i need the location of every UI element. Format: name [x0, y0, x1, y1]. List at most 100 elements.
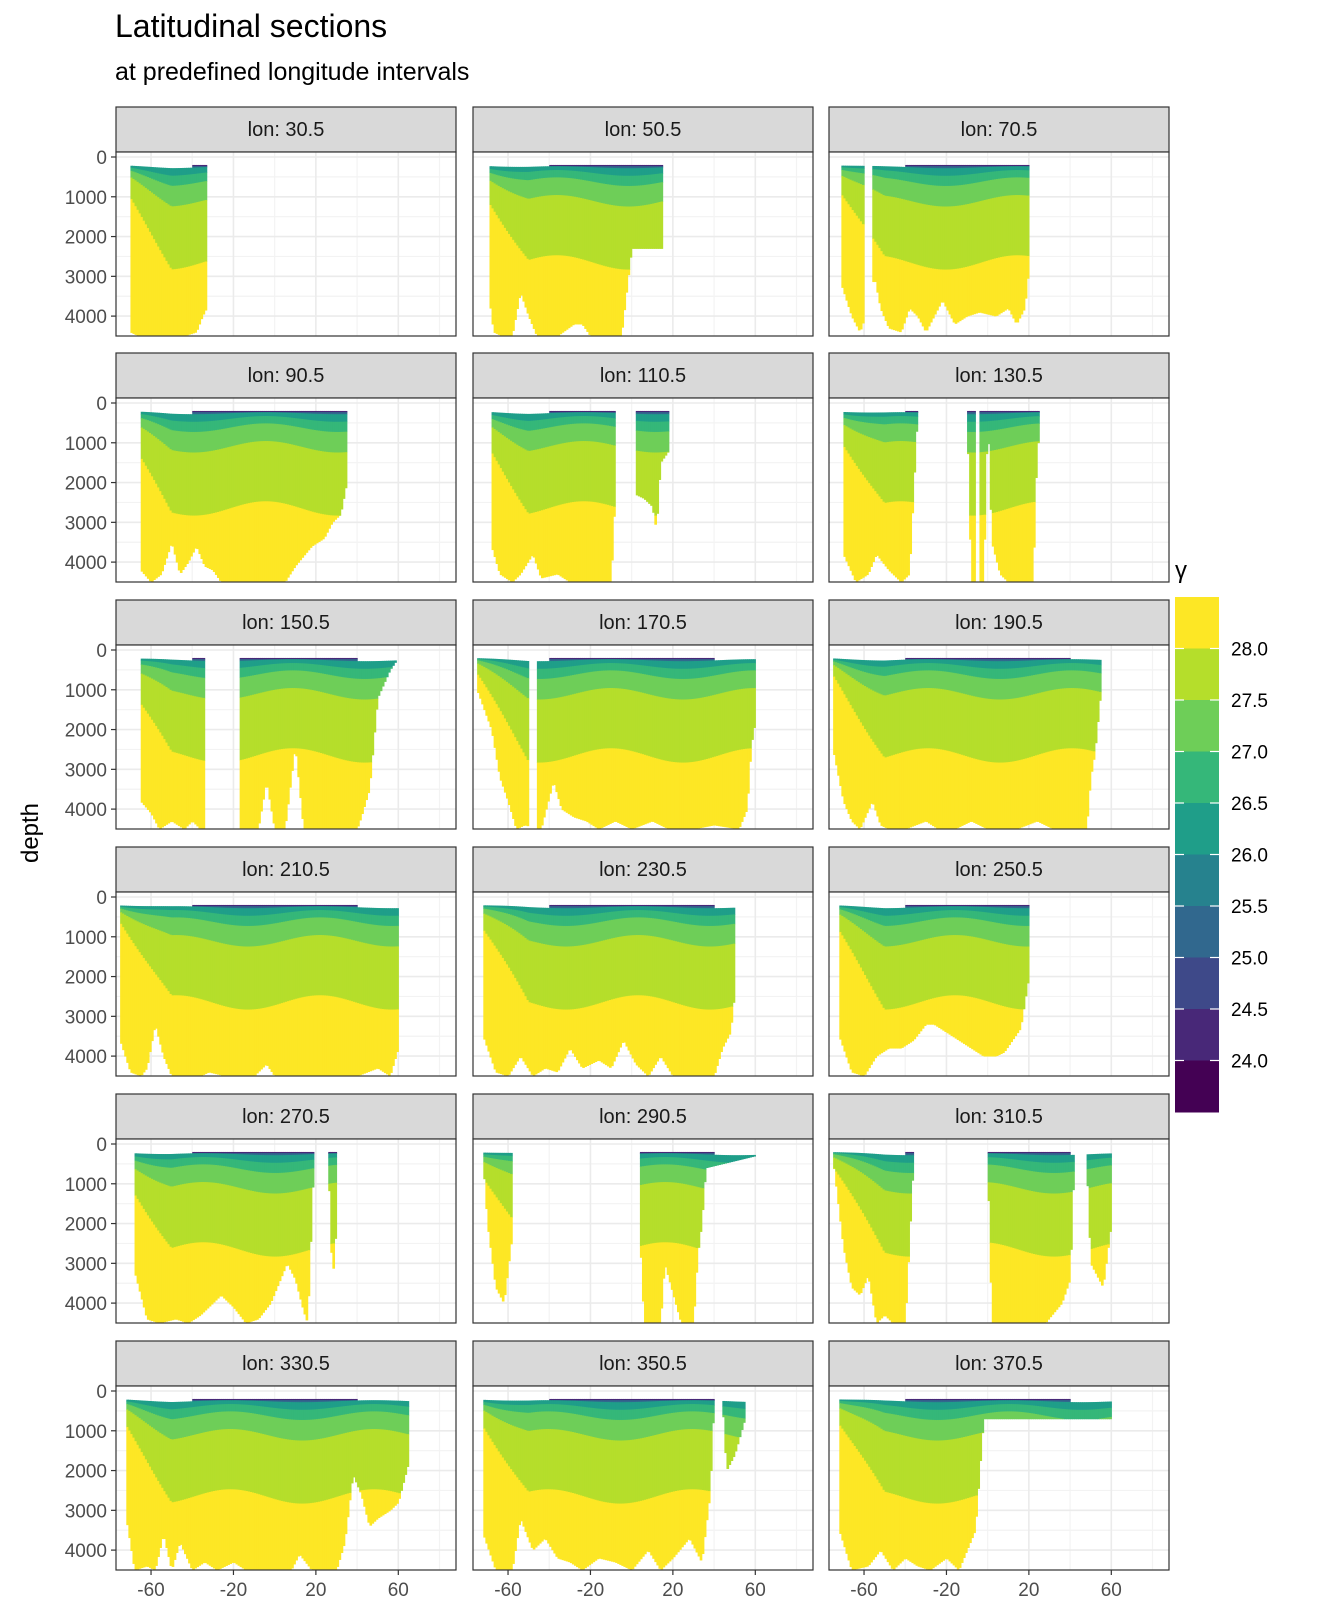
- section-band: [268, 423, 272, 442]
- section-band: [305, 749, 309, 829]
- section-band: [315, 512, 319, 544]
- section-band: [223, 413, 226, 421]
- section-band: [510, 485, 513, 582]
- section-band: [557, 760, 561, 800]
- section-band: [573, 657, 577, 660]
- section-band: [907, 750, 910, 829]
- section-band: [839, 669, 842, 688]
- section-band: [956, 692, 960, 754]
- section-band: [142, 664, 146, 675]
- section-band: [623, 269, 627, 311]
- section-band: [936, 175, 939, 187]
- section-band: [588, 416, 592, 424]
- section-band: [280, 663, 284, 672]
- section-band: [233, 418, 237, 428]
- section-band: [528, 166, 532, 173]
- section-band: [320, 673, 323, 693]
- section-band: [615, 657, 618, 660]
- section-band: [518, 166, 521, 173]
- section-band: [514, 492, 517, 580]
- section-band: [569, 416, 573, 425]
- section-band: [142, 462, 146, 575]
- section-band: [192, 166, 195, 168]
- section-band: [646, 164, 649, 167]
- section-band: [681, 657, 684, 660]
- section-band: [650, 660, 653, 667]
- section-band: [573, 178, 577, 198]
- section-band: [196, 182, 200, 203]
- section-band: [899, 691, 902, 754]
- section-band: [520, 675, 524, 694]
- section-band: [508, 425, 511, 440]
- section-band: [1035, 412, 1038, 417]
- section-band: [171, 413, 175, 422]
- section-band: [598, 410, 602, 413]
- section-band: [363, 668, 366, 680]
- section-band: [258, 674, 261, 694]
- section-band: [179, 431, 183, 452]
- facet-strip: [828, 352, 1170, 399]
- section-band: [604, 504, 608, 582]
- panel-border: [115, 397, 457, 583]
- section-band: [1014, 410, 1018, 413]
- section-band: [894, 258, 898, 331]
- section-band: [287, 657, 290, 660]
- section-band: [993, 659, 997, 662]
- section-band: [629, 657, 633, 660]
- section-band: [326, 665, 329, 675]
- section-band: [196, 173, 200, 184]
- section-band: [600, 202, 604, 266]
- section-band: [880, 666, 884, 677]
- section-band: [367, 678, 371, 700]
- section-band: [381, 667, 385, 679]
- section-band: [582, 752, 585, 821]
- section-band: [899, 423, 902, 442]
- section-band: [913, 659, 917, 664]
- section-band: [588, 423, 592, 442]
- section-band: [864, 729, 867, 818]
- section-band: [1014, 506, 1018, 582]
- section-band: [140, 660, 144, 665]
- section-band: [849, 179, 853, 208]
- section-band: [565, 757, 569, 813]
- section-band: [245, 676, 249, 697]
- section-band: [175, 421, 179, 432]
- section-band: [522, 676, 526, 696]
- section-band: [491, 671, 495, 698]
- section-band: [526, 759, 530, 827]
- section-band: [925, 164, 929, 167]
- section-band: [301, 427, 305, 448]
- section-band: [305, 671, 309, 690]
- section-band: [392, 660, 395, 666]
- section-band: [303, 749, 307, 829]
- section-band: [536, 196, 540, 258]
- section-band: [617, 657, 620, 660]
- section-band: [864, 477, 867, 577]
- section-band: [1004, 412, 1007, 414]
- section-band: [508, 166, 511, 172]
- section-band: [658, 431, 662, 453]
- section-band: [835, 662, 838, 667]
- section-band: [227, 413, 230, 420]
- section-band: [894, 412, 898, 417]
- section-band: [503, 668, 507, 681]
- section-band: [611, 184, 614, 206]
- section-band: [878, 675, 882, 694]
- section-band: [169, 429, 173, 450]
- section-band: [656, 412, 660, 415]
- section-band: [284, 659, 288, 664]
- section-band: [534, 166, 538, 172]
- section-band: [493, 174, 497, 184]
- section-band: [245, 416, 249, 426]
- section-band: [1020, 164, 1024, 167]
- section-band: [260, 416, 263, 424]
- section-band: [689, 659, 693, 662]
- section-band: [1022, 412, 1026, 418]
- section-band: [604, 659, 608, 664]
- section-band: [979, 166, 983, 168]
- section-band: [188, 452, 191, 516]
- section-band: [138, 169, 142, 175]
- section-band: [637, 657, 641, 660]
- section-band: [330, 660, 333, 667]
- section-band: [897, 692, 900, 754]
